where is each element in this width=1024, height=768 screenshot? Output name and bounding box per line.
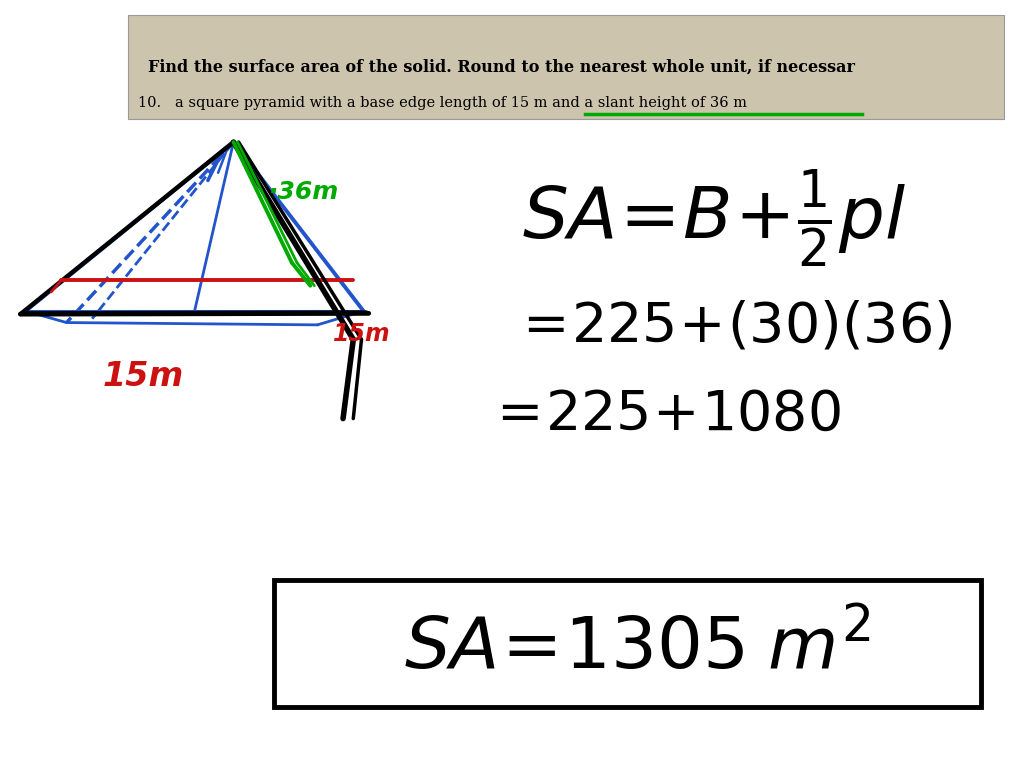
- Text: ·36m: ·36m: [269, 180, 340, 204]
- Bar: [274, 580, 981, 707]
- Text: 15m: 15m: [102, 360, 183, 392]
- Text: $SA\!=\!1305\;m^{2}$: $SA\!=\!1305\;m^{2}$: [404, 613, 871, 685]
- Text: $=\!225\!+\!1080$: $=\!225\!+\!1080$: [486, 387, 841, 442]
- Text: 10.   a square pyramid with a base edge length of 15 m and a slant height of 36 : 10. a square pyramid with a base edge le…: [138, 96, 748, 110]
- Text: $SA\!=\!B\!+\!\frac{1}{2}pl$: $SA\!=\!B\!+\!\frac{1}{2}pl$: [522, 167, 906, 270]
- Text: $=\!225\!+\!(30)(36)$: $=\!225\!+\!(30)(36)$: [512, 299, 952, 354]
- Text: Find the surface area of the solid. Round to the nearest whole unit, if necessar: Find the surface area of the solid. Roun…: [148, 58, 855, 75]
- Text: 15m: 15m: [333, 322, 390, 346]
- Bar: [128, 15, 1004, 119]
